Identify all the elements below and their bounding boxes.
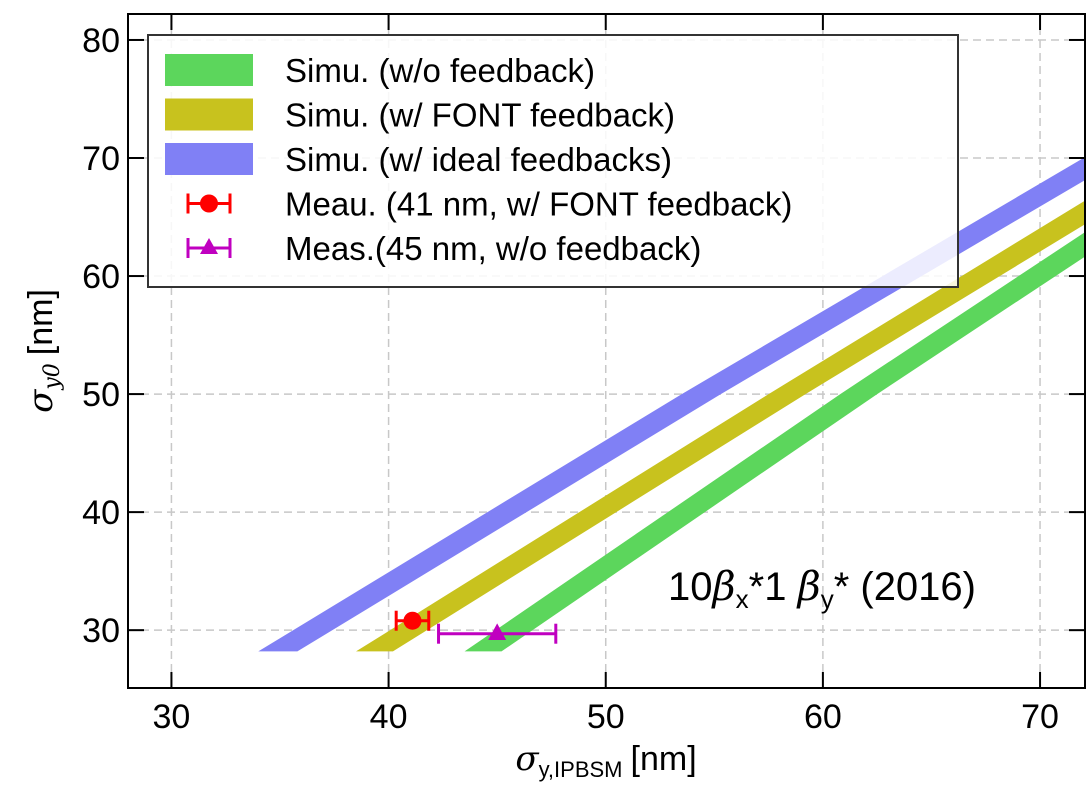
- legend-label: Simu. (w/ FONT feedback): [285, 97, 675, 134]
- annotation: 10βx*1 βy* (2016): [668, 564, 976, 614]
- legend-swatch: [165, 54, 253, 86]
- x-label-part: y,IPBSM: [539, 757, 623, 782]
- legend-label: Simu. (w/ ideal feedbacks): [285, 141, 672, 178]
- legend-marker: [200, 238, 218, 254]
- y-label-part: σ: [21, 389, 61, 413]
- error-point: [394, 610, 431, 631]
- annotation-part: * (2016): [834, 565, 976, 609]
- y-label-part: [nm]: [22, 289, 60, 355]
- marker: [488, 623, 507, 641]
- marker: [403, 611, 422, 630]
- x-label-part: σ: [515, 739, 539, 779]
- annotation-part: y: [821, 584, 834, 614]
- y-tick-label: 70: [82, 140, 120, 178]
- error-point: [437, 623, 558, 644]
- y-tick-label: 80: [82, 22, 120, 60]
- y-axis-label: σy0 [nm]: [21, 289, 65, 413]
- annotation-part: x: [736, 584, 749, 614]
- annotation-part: 10: [668, 565, 713, 609]
- legend-label: Meau. (41 nm, w/ FONT feedback): [285, 186, 792, 223]
- ticks: 30 40 50 60 70 30 40 50 60 70 80: [82, 14, 1085, 736]
- x-axis-label: σy,IPBSM [nm]: [515, 739, 696, 782]
- x-tick-label: 50: [587, 698, 625, 736]
- x-tick-label: 60: [804, 698, 842, 736]
- y-label-part: y0: [40, 363, 65, 390]
- y-tick-label: 40: [82, 494, 120, 532]
- legend-label: Simu. (w/o feedback): [285, 52, 595, 89]
- legend-label: Meas.(45 nm, w/o feedback): [285, 230, 701, 267]
- legend: Simu. (w/o feedback) Simu. (w/ FONT feedb…: [147, 34, 959, 288]
- annotation-part: β: [796, 564, 821, 610]
- x-label-part: [nm]: [631, 740, 697, 778]
- band: [464, 232, 1085, 652]
- annotation-part: β: [711, 564, 736, 610]
- legend-swatch: [165, 98, 253, 131]
- legend-swatch: [165, 143, 253, 175]
- y-tick-label: 50: [82, 376, 120, 414]
- x-tick-label: 40: [370, 698, 408, 736]
- x-tick-label: 70: [1021, 698, 1059, 736]
- legend-box: [147, 34, 959, 288]
- x-tick-label: 30: [153, 698, 191, 736]
- annotation-part: *1: [749, 565, 798, 609]
- legend-marker: [200, 194, 218, 213]
- y-tick-label: 30: [82, 612, 120, 650]
- band: [356, 200, 1085, 652]
- y-tick-label: 60: [82, 258, 120, 296]
